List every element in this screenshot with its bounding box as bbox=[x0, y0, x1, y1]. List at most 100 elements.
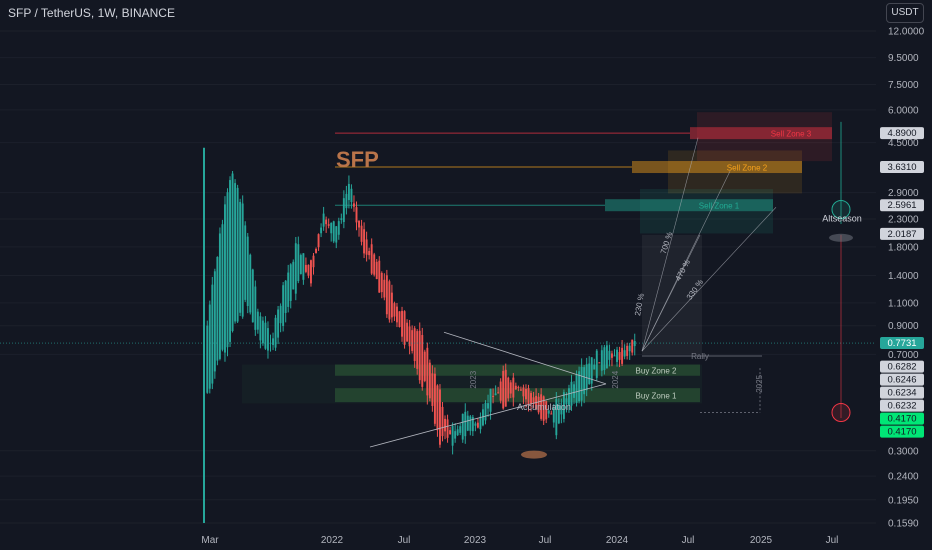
buy-zone-bar bbox=[335, 364, 700, 376]
candle-body bbox=[363, 229, 366, 254]
price-badge bbox=[880, 127, 924, 140]
price-axis[interactable]: 12.0000 9.5000 7.5000 6.0000 4.5000 2.9000 2.3… bbox=[880, 27, 925, 530]
candle-body bbox=[355, 207, 358, 223]
price-badge bbox=[880, 360, 924, 373]
candle-body bbox=[358, 220, 360, 228]
candle-body bbox=[530, 393, 532, 405]
candle-body bbox=[456, 429, 459, 436]
candle-body bbox=[568, 388, 570, 406]
candle-body bbox=[611, 353, 613, 358]
y-tick-label: 12.0000 bbox=[888, 27, 925, 38]
triangle-lower-line bbox=[369, 383, 607, 448]
candle-body bbox=[403, 311, 406, 345]
candle-body bbox=[299, 255, 302, 275]
x-tick-label: Jul bbox=[682, 535, 695, 546]
candle-body bbox=[337, 221, 340, 235]
annotation-label: 2024 bbox=[611, 370, 620, 388]
candle-body bbox=[487, 403, 489, 409]
candle-body bbox=[216, 256, 219, 361]
candle-body bbox=[345, 193, 348, 209]
candle-body bbox=[560, 405, 563, 415]
candle-body bbox=[451, 425, 454, 446]
candle-body bbox=[208, 304, 211, 389]
candle-body bbox=[575, 374, 578, 404]
candle-body bbox=[454, 431, 457, 439]
zone-label: Sell Zone 2 bbox=[727, 164, 768, 173]
candle-body bbox=[370, 244, 373, 274]
candle-body bbox=[537, 396, 540, 413]
candle-body bbox=[297, 244, 300, 282]
accumulation-backdrop bbox=[242, 364, 702, 404]
candle-body bbox=[555, 398, 558, 436]
candle-body bbox=[525, 388, 527, 400]
price-badge bbox=[880, 199, 924, 212]
candle-body bbox=[365, 239, 368, 255]
candle-body bbox=[441, 406, 444, 437]
candle-body bbox=[633, 340, 636, 347]
price-badge-label: 2.0187 bbox=[887, 229, 916, 240]
candle-body bbox=[479, 416, 482, 430]
triangle-upper-line bbox=[443, 331, 607, 385]
candle-body bbox=[618, 352, 621, 360]
candle-body bbox=[484, 402, 487, 421]
candle-body bbox=[504, 369, 507, 407]
candle-body bbox=[284, 280, 287, 313]
y-tick-label: 9.5000 bbox=[888, 53, 919, 64]
candle-body bbox=[360, 225, 363, 242]
candle-body bbox=[385, 275, 388, 315]
candle-body bbox=[406, 322, 409, 342]
candle-body bbox=[590, 357, 593, 384]
candle-body bbox=[461, 413, 464, 440]
price-badge-label: 2.5961 bbox=[887, 200, 916, 211]
zone-label: Sell Zone 1 bbox=[699, 202, 740, 211]
candle-body bbox=[234, 183, 237, 322]
price-badge-label: 0.6232 bbox=[887, 401, 916, 412]
sell-zone-backdrop bbox=[697, 112, 832, 162]
candle-body bbox=[246, 236, 249, 307]
candle-body bbox=[499, 381, 502, 401]
candle-body bbox=[393, 303, 396, 317]
annotation-label: Accumulation bbox=[517, 402, 571, 412]
candle-body bbox=[433, 373, 436, 424]
candle-body bbox=[464, 411, 467, 437]
price-badge bbox=[880, 227, 924, 240]
candle-body bbox=[507, 377, 510, 399]
price-badge-label: 0.6282 bbox=[887, 362, 916, 373]
candle-body bbox=[312, 255, 315, 268]
candle-body bbox=[578, 371, 581, 402]
candle-body bbox=[221, 224, 224, 350]
y-tick-label: 2.9000 bbox=[888, 188, 919, 199]
candle-body bbox=[550, 413, 553, 415]
price-badge bbox=[880, 425, 924, 438]
projection-line bbox=[641, 137, 699, 352]
candle-body bbox=[517, 386, 520, 389]
candle-body bbox=[330, 222, 333, 234]
candle-body bbox=[206, 325, 209, 393]
candle-body bbox=[302, 253, 305, 280]
time-axis[interactable]: Mar 2022 Jul 2023 Jul 2024 Jul 2025 Jul bbox=[201, 535, 838, 546]
candle-body bbox=[373, 254, 376, 275]
candle-body bbox=[239, 201, 242, 313]
candle-body bbox=[476, 422, 479, 428]
candle-body bbox=[353, 203, 355, 207]
sell-zone-backdrop bbox=[668, 150, 802, 194]
price-badge-label: 0.6234 bbox=[887, 388, 916, 399]
candle-body bbox=[307, 264, 310, 276]
candle-body bbox=[545, 401, 548, 420]
price-badge-label: 0.4170 bbox=[887, 427, 916, 438]
candle-body bbox=[327, 224, 330, 226]
currency-button[interactable]: USDT bbox=[886, 3, 924, 23]
candle-body bbox=[593, 364, 596, 370]
candle-body bbox=[426, 347, 429, 396]
candle-body bbox=[570, 381, 573, 406]
candle-body bbox=[466, 415, 469, 431]
candle-body bbox=[444, 418, 446, 432]
symbol-title[interactable]: SFP / TetherUS, 1W, BINANCE bbox=[8, 6, 175, 20]
candle-body bbox=[580, 366, 583, 401]
candle-body bbox=[340, 218, 343, 220]
candle-body bbox=[509, 382, 512, 394]
candle-body bbox=[595, 350, 598, 378]
candle-body bbox=[547, 410, 550, 414]
sell-zone-bar bbox=[690, 127, 832, 140]
